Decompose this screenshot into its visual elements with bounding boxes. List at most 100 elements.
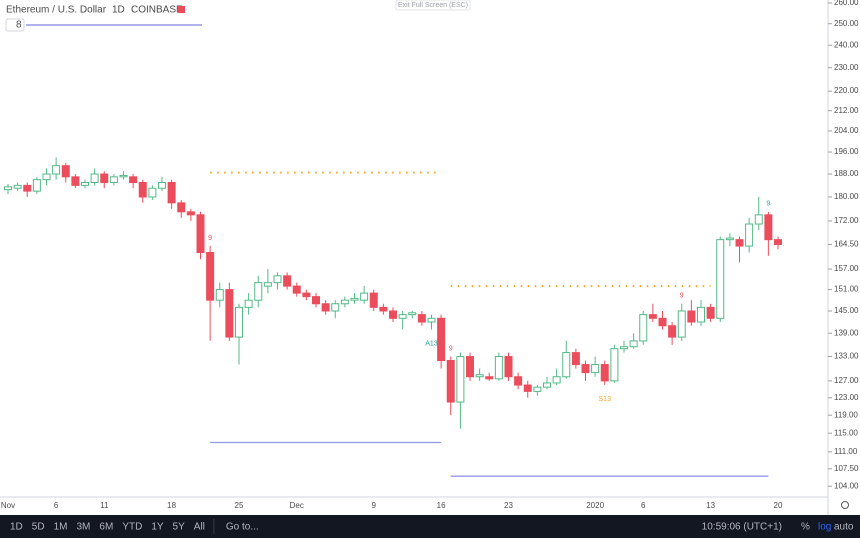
annotation: 9 <box>208 235 212 242</box>
scale-option[interactable]: auto <box>834 522 854 533</box>
y-tick-label: 204.00 <box>834 126 859 135</box>
candle-body <box>581 364 590 374</box>
candle-body <box>215 289 224 301</box>
y-tick-label: 107.50 <box>834 464 859 473</box>
candle-body <box>158 182 166 189</box>
candle-body <box>389 310 397 319</box>
candle-body <box>32 179 41 192</box>
y-tick-label: 123.00 <box>834 393 859 402</box>
scale-option[interactable]: % <box>801 522 810 533</box>
range-button[interactable]: 6M <box>99 522 113 533</box>
toolbar <box>0 515 860 538</box>
range-button[interactable]: 1M <box>54 522 68 533</box>
counter-box[interactable] <box>5 18 25 32</box>
candle-body <box>100 173 109 184</box>
candle-body <box>129 176 138 184</box>
x-tick-label: Nov <box>1 501 15 510</box>
y-tick-label: 157.00 <box>834 264 859 273</box>
candle-body <box>446 360 455 403</box>
range-button[interactable]: 5Y <box>173 522 186 533</box>
candle-body <box>109 176 118 184</box>
y-tick-label: 104.00 <box>834 481 859 490</box>
settings-icon[interactable] <box>841 501 849 509</box>
y-tick-label: 133.00 <box>834 352 859 361</box>
candle-body <box>13 184 22 189</box>
candle-body <box>369 292 378 308</box>
hint: Exit Full Screen (ESC) <box>398 2 468 9</box>
y-tick-label: 240.00 <box>834 40 859 49</box>
annotation: A13 <box>425 340 438 347</box>
candle-body <box>504 356 513 378</box>
candle-body <box>302 292 311 298</box>
candle-body <box>23 184 32 192</box>
y-tick-label: 220.00 <box>834 86 859 95</box>
y-tick-label: 230.00 <box>834 63 859 72</box>
candle-body <box>52 165 61 175</box>
y-tick-label: 119.00 <box>834 410 858 419</box>
candle-body <box>167 182 176 204</box>
range-button[interactable]: 3M <box>77 522 91 533</box>
counter: 8 <box>16 20 22 31</box>
candle-body <box>475 374 484 378</box>
clock: 10:59:06 (UTC+1) <box>702 522 782 533</box>
range-button[interactable]: 5D <box>32 522 45 533</box>
candle-body <box>677 310 686 338</box>
candle-body <box>138 182 147 198</box>
y-tick-label: 172.00 <box>834 216 859 225</box>
candle-body <box>273 275 282 284</box>
candle-body <box>687 310 696 323</box>
annotation: 9 <box>680 293 684 300</box>
candle-body <box>196 214 205 254</box>
x-tick-label: 23 <box>504 501 513 510</box>
range-button[interactable]: YTD <box>122 522 142 533</box>
candle-body <box>639 314 648 342</box>
hint-box[interactable] <box>395 0 471 11</box>
x-tick-label: 13 <box>706 501 715 510</box>
range-button[interactable]: 1D <box>10 522 23 533</box>
y-tick-label: 196.00 <box>834 147 859 156</box>
candle-body <box>774 239 782 245</box>
candle-body <box>263 282 272 287</box>
candle-body <box>543 382 551 388</box>
candle-body <box>177 202 186 213</box>
scale-option[interactable]: log <box>818 522 831 533</box>
candle-body <box>523 384 532 392</box>
candle-body <box>408 312 417 316</box>
candle-body <box>533 386 542 392</box>
candle-body <box>312 296 320 305</box>
candle-body <box>591 364 600 374</box>
candle-body <box>658 317 667 327</box>
candle-body <box>562 352 571 378</box>
range-button[interactable]: 1Y <box>151 522 164 533</box>
candle-body <box>81 182 89 186</box>
candle-body <box>629 340 638 348</box>
candle-body <box>148 187 157 198</box>
candle-body <box>735 239 744 247</box>
candle-body <box>235 306 243 338</box>
range-button[interactable]: All <box>194 522 205 533</box>
candle-body <box>716 239 725 319</box>
candle-body <box>764 214 773 241</box>
candle-body <box>417 314 426 323</box>
x-tick-label: 25 <box>235 501 244 510</box>
x-tick-label: 6 <box>641 501 646 510</box>
candle-body <box>321 303 330 312</box>
y-tick-label: 115.00 <box>834 428 858 437</box>
goto-button[interactable]: Go to... <box>226 522 259 533</box>
exchange: COINBASE <box>131 5 183 16</box>
toolbar-items: 1D 5D 1M 3M 6M YTD 1Y 5Y All Go to... 10:59:06 (UT… <box>10 519 854 534</box>
candle-body <box>244 299 253 308</box>
x-tick-label: 9 <box>372 501 377 510</box>
candle-body <box>668 325 677 338</box>
candle-body <box>571 352 580 366</box>
annotation: 9 <box>449 345 453 352</box>
candle-body <box>71 176 80 186</box>
candle-body <box>225 289 234 338</box>
candle-body <box>379 306 388 312</box>
candle-body <box>754 214 763 225</box>
candle-body <box>360 292 369 301</box>
candle-body <box>466 356 474 378</box>
candle-body <box>42 173 51 181</box>
y-tick-label: 260.00 <box>834 0 859 7</box>
candle-body <box>437 317 446 362</box>
